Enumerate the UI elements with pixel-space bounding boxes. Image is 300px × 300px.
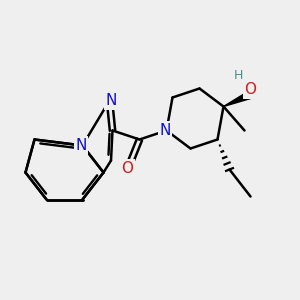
Text: O: O (244, 82, 256, 98)
Text: O: O (122, 160, 134, 175)
Polygon shape (224, 91, 252, 106)
Text: N: N (159, 123, 171, 138)
Text: N: N (75, 138, 87, 153)
Text: N: N (105, 93, 117, 108)
Text: H: H (234, 69, 243, 82)
